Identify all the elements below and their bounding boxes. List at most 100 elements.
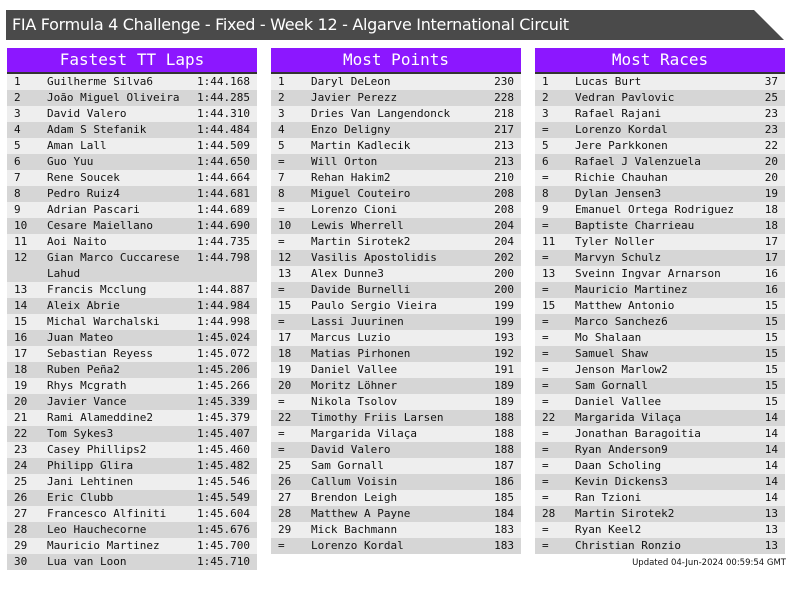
table-row: = Jonathan Baragoitia 14: [535, 426, 785, 442]
table-row: 8 Pedro Ruiz4 1:44.681: [7, 186, 257, 202]
driver-name: Marco Sanchez6: [575, 315, 668, 328]
value: 1:44.484: [197, 123, 250, 136]
driver-name: Matias Pirhonen: [311, 347, 411, 360]
position: 18: [278, 347, 292, 360]
driver-name: Ran Tzioni: [575, 491, 642, 504]
value: 15: [764, 379, 778, 392]
driver-name: Moritz Löhner: [311, 379, 398, 392]
driver-name: Davide Burnelli: [311, 283, 411, 296]
position: 8: [14, 187, 21, 200]
driver-name: Daniel Vallee: [311, 363, 398, 376]
table-row: = Christian Ronzio 13: [535, 538, 785, 554]
driver-name: Guilherme Silva6: [47, 75, 153, 88]
driver-name: Lewis Wherrell: [311, 219, 404, 232]
table-row: 27 Brendon Leigh 185: [271, 490, 521, 506]
value: 199: [494, 299, 514, 312]
value: 14: [764, 475, 778, 488]
table-row: 18 Matias Pirhonen 192: [271, 346, 521, 362]
driver-name: Jani Lehtinen: [47, 475, 134, 488]
position: =: [542, 347, 549, 360]
table-row: 28 Matthew A Payne 184: [271, 506, 521, 522]
value: 187: [494, 459, 514, 472]
table-row: 13 Sveinn Ingvar Arnarson 16: [535, 266, 785, 282]
table-row: = Nikola Tsolov 189: [271, 394, 521, 410]
table-row: = Will Orton 213: [271, 154, 521, 170]
value: 13: [764, 507, 778, 520]
value: 14: [764, 411, 778, 424]
table-row: 10 Lewis Wherrell 204: [271, 218, 521, 234]
position: =: [278, 443, 285, 456]
position: =: [278, 427, 285, 440]
driver-name: Sam Gornall: [575, 379, 648, 392]
value: 213: [494, 155, 514, 168]
position: 19: [14, 379, 28, 392]
table-row: 1 Lucas Burt 37: [535, 74, 785, 90]
value: 183: [494, 523, 514, 536]
value: 1:45.700: [197, 539, 250, 552]
driver-name: Daniel Vallee: [575, 395, 662, 408]
table-row: 26 Eric Clubb 1:45.549: [7, 490, 257, 506]
position: 1: [14, 75, 21, 88]
value: 230: [494, 75, 514, 88]
position: =: [542, 251, 549, 264]
value: 16: [764, 283, 778, 296]
table-row: 18 Ruben Peña2 1:45.206: [7, 362, 257, 378]
driver-name: Miguel Couteiro: [311, 187, 411, 200]
value: 16: [764, 267, 778, 280]
driver-name: Brendon Leigh: [311, 491, 398, 504]
driver-name: Cesare Maiellano: [47, 219, 153, 232]
position: =: [542, 171, 549, 184]
position: =: [542, 219, 549, 232]
driver-name: Marcus Luzio: [311, 331, 391, 344]
driver-name: David Valero: [311, 443, 391, 456]
page-title: FIA Formula 4 Challenge - Fixed - Week 1…: [12, 15, 569, 34]
value: 18: [764, 219, 778, 232]
title-banner: FIA Formula 4 Challenge - Fixed - Week 1…: [6, 10, 784, 40]
position: =: [278, 315, 285, 328]
driver-name: Gian Marco Cuccarese Lahud: [47, 251, 180, 280]
table-row: 5 Martin Kadlecik 213: [271, 138, 521, 154]
driver-name: Francis Mcclung: [47, 283, 147, 296]
position: 21: [14, 411, 28, 424]
table-row: 29 Mauricio Martinez 1:45.700: [7, 538, 257, 554]
driver-name: Vedran Pavlovic: [575, 91, 675, 104]
driver-name: Will Orton: [311, 155, 378, 168]
table-row: 22 Margarida Vilaça 14: [535, 410, 785, 426]
table-row: 29 Mick Bachmann 183: [271, 522, 521, 538]
driver-name: Samuel Shaw: [575, 347, 648, 360]
position: 20: [278, 379, 292, 392]
driver-name: Rafael J Valenzuela: [575, 155, 701, 168]
table-row: 13 Francis Mcclung 1:44.887: [7, 282, 257, 298]
panel-title: Fastest TT Laps: [7, 48, 257, 74]
driver-name: Aoi Naito: [47, 235, 107, 248]
position: =: [542, 475, 549, 488]
position: 8: [278, 187, 285, 200]
value: 23: [764, 123, 778, 136]
position: 23: [14, 443, 28, 456]
value: 213: [494, 139, 514, 152]
table-row: = Kevin Dickens3 14: [535, 474, 785, 490]
position: 14: [14, 299, 28, 312]
table-row: 5 Jere Parkkonen 22: [535, 138, 785, 154]
driver-name: Martin Sirotek2: [575, 507, 675, 520]
value: 204: [494, 235, 514, 248]
driver-name: Timothy Friis Larsen: [311, 411, 444, 424]
table-row: 9 Adrian Pascari 1:44.689: [7, 202, 257, 218]
driver-name: Martin Sirotek2: [311, 235, 411, 248]
table-row: = Davide Burnelli 200: [271, 282, 521, 298]
table-row: = Daniel Vallee 15: [535, 394, 785, 410]
table-row: 25 Sam Gornall 187: [271, 458, 521, 474]
value: 189: [494, 395, 514, 408]
value: 17: [764, 251, 778, 264]
driver-name: Richie Chauhan: [575, 171, 668, 184]
value: 13: [764, 523, 778, 536]
value: 14: [764, 427, 778, 440]
position: 1: [278, 75, 285, 88]
value: 1:45.266: [197, 379, 250, 392]
table-row: = Ryan Keel2 13: [535, 522, 785, 538]
value: 1:44.664: [197, 171, 250, 184]
value: 14: [764, 459, 778, 472]
table-row: 12 Gian Marco Cuccarese Lahud 1:44.798: [7, 250, 257, 282]
value: 37: [764, 75, 778, 88]
position: 16: [14, 331, 28, 344]
